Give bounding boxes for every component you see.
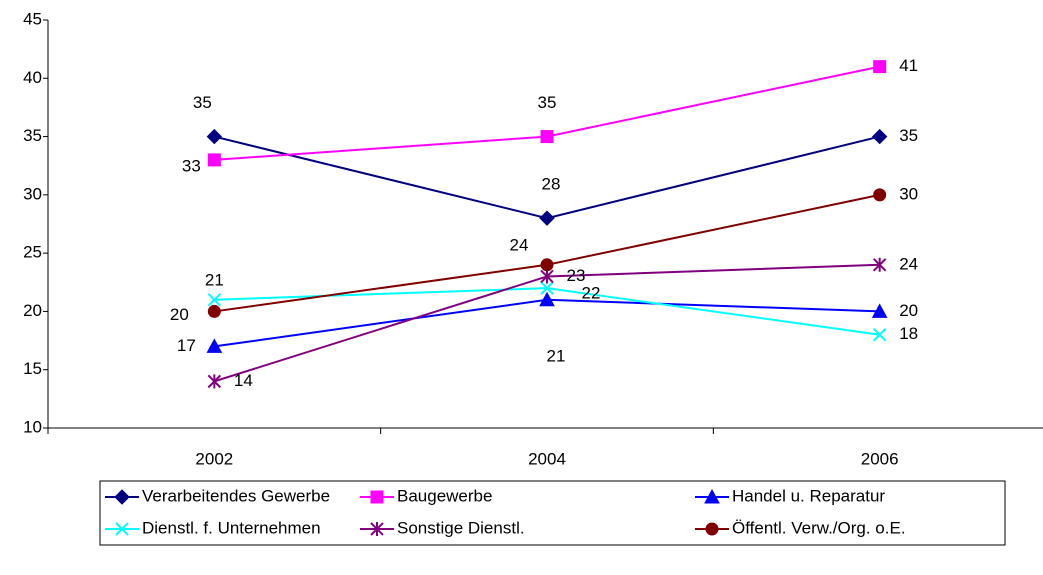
legend-marker — [114, 489, 130, 505]
marker — [540, 281, 554, 295]
legend-label: Handel u. Reparatur — [732, 486, 885, 505]
data-label: 24 — [510, 235, 529, 254]
data-label: 21 — [205, 270, 224, 289]
marker — [540, 130, 554, 144]
y-tick-label: 20 — [23, 301, 42, 320]
data-label: 23 — [567, 266, 586, 285]
marker — [873, 60, 887, 74]
legend-label: Öffentl. Verw./Org. o.E. — [732, 518, 906, 537]
marker — [872, 257, 887, 272]
data-label: 22 — [582, 284, 601, 303]
marker — [540, 258, 554, 272]
legend-label: Dienstl. f. Unternehmen — [142, 518, 321, 537]
legend-marker — [370, 522, 384, 536]
data-label: 33 — [182, 156, 201, 175]
marker — [871, 128, 888, 145]
marker — [207, 304, 221, 318]
marker — [539, 291, 555, 307]
legend-label: Baugewerbe — [397, 486, 492, 505]
y-tick-label: 10 — [23, 417, 42, 436]
data-label: 35 — [899, 126, 918, 145]
data-label: 24 — [899, 254, 918, 273]
data-label: 30 — [899, 184, 918, 203]
y-tick-label: 35 — [23, 126, 42, 145]
marker — [540, 269, 554, 284]
x-tick-label: 2006 — [861, 449, 899, 468]
data-label: 21 — [547, 346, 566, 365]
series-line — [214, 65, 880, 161]
data-label: 17 — [177, 336, 196, 355]
marker — [871, 303, 888, 318]
marker — [539, 210, 555, 226]
data-label: 18 — [899, 324, 918, 343]
data-label: 14 — [234, 371, 253, 390]
marker — [207, 293, 222, 307]
legend-label: Sonstige Dienstl. — [397, 518, 525, 537]
legend-box — [99, 480, 1006, 546]
data-label: 20 — [170, 305, 189, 324]
data-label: 20 — [899, 301, 918, 320]
legend-marker — [705, 522, 719, 536]
y-tick-label: 25 — [23, 243, 42, 262]
marker — [873, 188, 887, 202]
y-tick-label: 40 — [23, 68, 42, 87]
legend-marker — [370, 490, 384, 504]
marker — [872, 328, 887, 342]
data-label: 35 — [193, 93, 212, 112]
series-line — [214, 298, 880, 348]
legend-label: Verarbeitendes Gewerbe — [142, 486, 330, 505]
data-label: 35 — [538, 93, 557, 112]
x-tick-label: 2002 — [195, 449, 233, 468]
data-label: 28 — [542, 175, 561, 194]
marker — [206, 338, 223, 353]
x-tick-label: 2004 — [528, 449, 566, 468]
marker — [207, 374, 222, 389]
data-label: 41 — [899, 56, 918, 75]
marker — [206, 128, 223, 145]
legend-marker — [115, 522, 129, 536]
legend-marker — [704, 488, 720, 504]
y-tick-label: 45 — [23, 9, 42, 28]
y-tick-label: 15 — [23, 359, 42, 378]
marker — [207, 153, 221, 167]
y-tick-label: 30 — [23, 184, 42, 203]
